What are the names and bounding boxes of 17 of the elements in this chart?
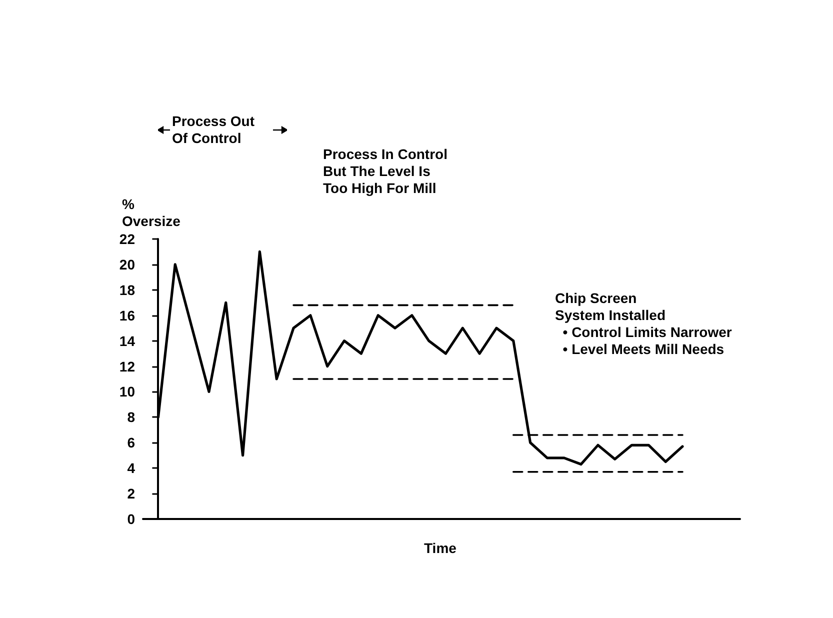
- text: Process In Control But The Level Is Too High For Mill: [323, 146, 448, 197]
- y-tick-label: 4: [127, 460, 136, 476]
- y-tick-label: 14: [119, 332, 136, 349]
- y-tick-label: 22: [119, 231, 136, 247]
- annotation: Chip Screen System Installed • Control Limits Narrower • Level Meets Mill Needs: [555, 290, 732, 358]
- y-axis-title: % Oversize: [122, 196, 180, 230]
- y-tick-label: 2: [127, 486, 136, 502]
- y-tick-label: 12: [119, 358, 136, 374]
- y-tick-label: 16: [119, 307, 136, 324]
- x-axis-title: Time: [424, 540, 456, 557]
- y-tick-label: 8: [127, 409, 136, 426]
- y-tick-label: 18: [119, 282, 136, 298]
- y-tick-label: 0: [127, 511, 136, 527]
- y-tick-label: 10: [119, 384, 136, 400]
- y-tick-label: 20: [119, 256, 136, 272]
- y-tick-label: 6: [127, 434, 136, 451]
- text: Process Out Of Control: [172, 113, 254, 147]
